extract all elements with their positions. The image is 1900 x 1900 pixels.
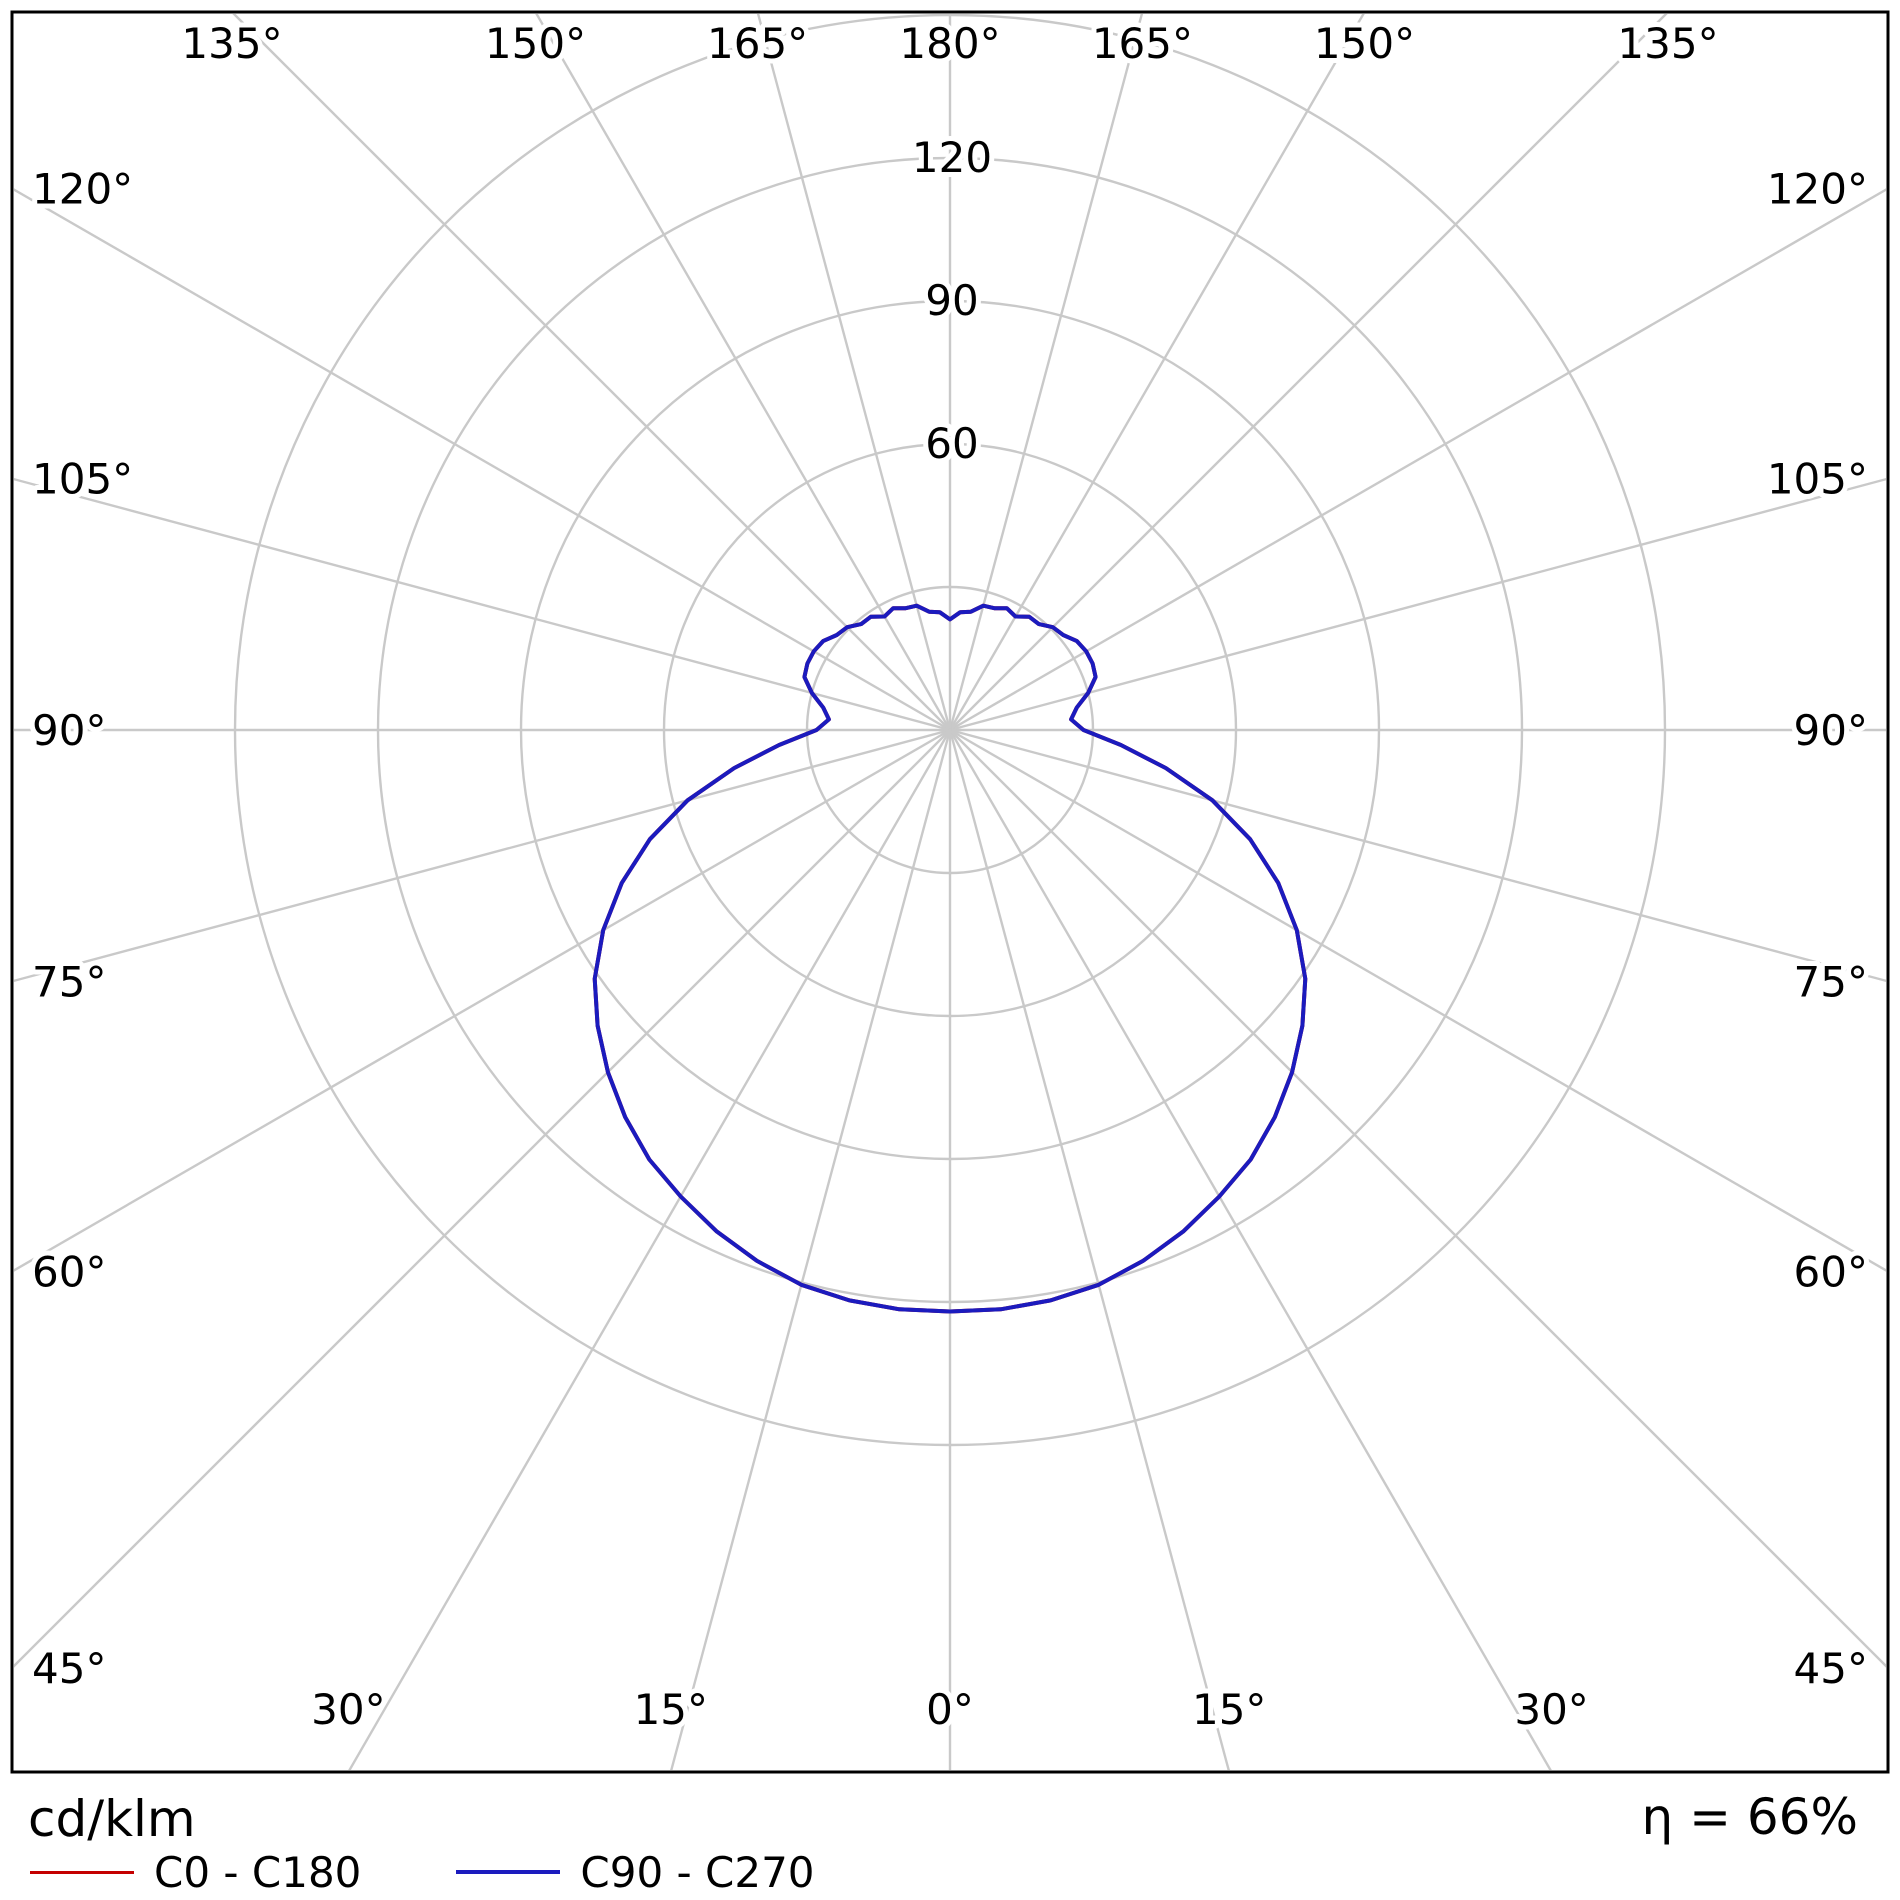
angle-label-180: 180° [899,19,1000,68]
angle-label-30-right: 30° [1514,1685,1588,1734]
angle-label-90-left: 90° [32,706,106,755]
angle-label-45-right: 45° [1794,1644,1868,1693]
angle-label-120-right: 120° [1767,164,1868,213]
grid-ray-135 [949,14,1668,731]
legend-line-red-icon [30,1870,134,1874]
grid-ray-210 [535,14,952,731]
chart-frame-border [10,10,1890,1774]
legend-item-c90-c270: C90 - C270 [456,1847,815,1897]
angle-label-60-right: 60° [1794,1248,1868,1297]
grid-ray-75 [949,728,1886,983]
legend-label-c90-c270: C90 - C270 [580,1847,815,1897]
angle-label-60-left: 60° [32,1248,106,1297]
radial-label-90: 90 [925,276,978,325]
angle-label-15-left: 15° [634,1685,708,1734]
grid-ray-225 [232,14,951,731]
angle-label-150-left: 150° [485,19,586,68]
angle-label-15-right: 15° [1192,1685,1266,1734]
angle-label-165-right: 165° [1092,19,1193,68]
grid-ray-255 [14,477,951,732]
angle-label-120-left: 120° [32,164,133,213]
grid-ray-30 [948,729,1552,1770]
grid-ray-120 [949,188,1886,732]
legend-label-c0-c180: C0 - C180 [154,1847,362,1897]
grid-ray-165 [948,14,1144,731]
curve-C90-C270 [592,603,1308,1314]
angle-label-75-right: 75° [1794,957,1868,1006]
axis-labels: 60 90 120 0° 15° 15° 30° 30° 45° 45° 60° 60° 75° 75° 9… [27,14,1873,1739]
grid-ray-240 [14,188,951,732]
radial-label-60: 60 [925,419,978,468]
grid-ray-60 [949,728,1886,1272]
grid-ray-300 [14,728,951,1272]
grid-ray-15 [948,729,1230,1770]
grid-ray-285 [14,728,951,983]
angle-label-45-left: 45° [32,1644,106,1693]
legend-item-c0-c180: C0 - C180 [30,1848,361,1897]
radial-label-120: 120 [912,133,992,182]
grid-ray-330 [348,729,952,1770]
angle-label-135-right: 135° [1617,19,1718,68]
angle-label-135-left: 135° [181,19,282,68]
efficiency-label: η = 66% [1641,1788,1858,1846]
angle-label-105-right: 105° [1767,455,1868,504]
units-label: cd/klm [28,1790,196,1848]
angle-label-0: 0° [926,1685,974,1734]
legend-line-blue-icon [456,1870,561,1874]
grid-ray-150 [948,14,1365,731]
chart-legend: C0 - C180 C90 - C270 [30,1846,815,1898]
angle-label-105-left: 105° [32,455,133,504]
angle-label-75-left: 75° [32,957,106,1006]
angle-label-150-right: 150° [1314,19,1415,68]
angle-label-90-right: 90° [1794,706,1868,755]
angle-label-30-left: 30° [311,1685,385,1734]
angle-label-165-left: 165° [707,19,808,68]
grid-ray-315 [14,729,951,1668]
grid-ray-45 [949,729,1886,1668]
grid-ray-345 [670,729,952,1770]
grid-ray-105 [949,477,1886,732]
grid-ray-195 [756,14,952,731]
